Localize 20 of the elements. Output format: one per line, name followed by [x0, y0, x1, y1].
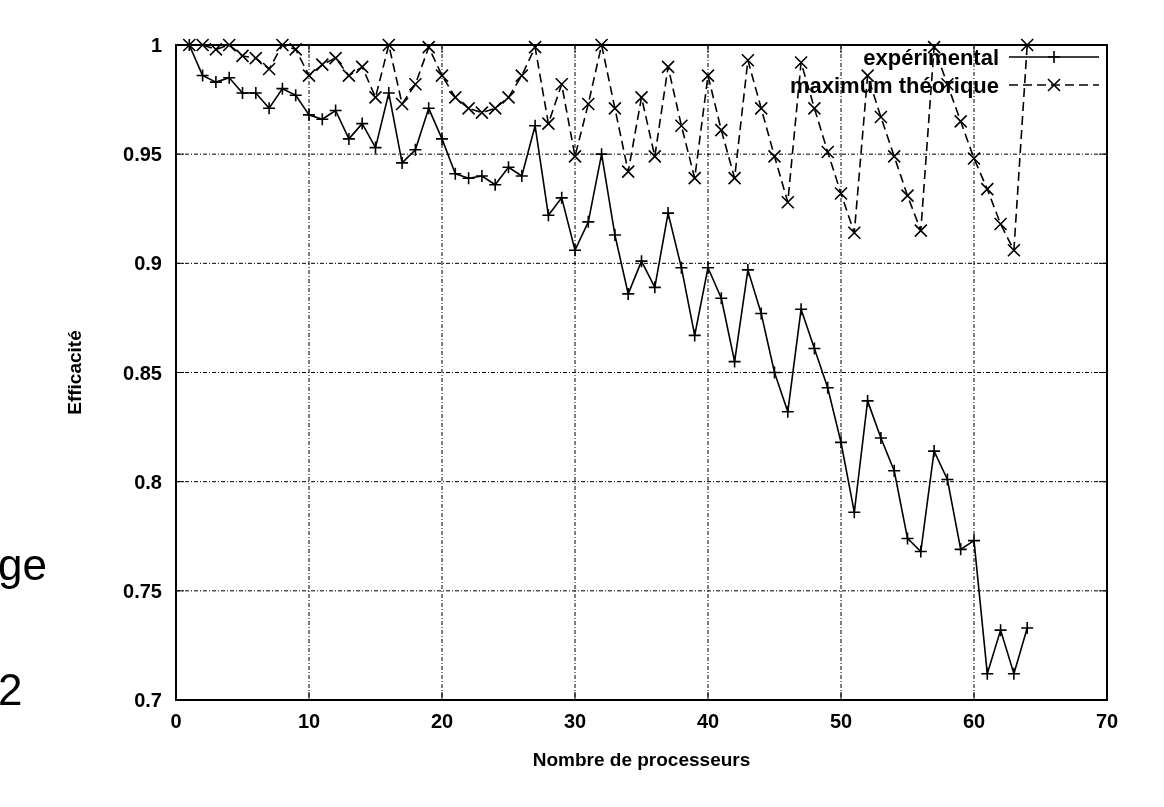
x-tick-label: 50 — [829, 710, 853, 732]
legend-label: expérimental — [863, 44, 999, 70]
y-tick-label: 1 — [150, 34, 162, 56]
x-tick-label: 30 — [563, 710, 587, 732]
y-tick-label: 0.7 — [134, 689, 162, 711]
x-tick-label: 60 — [962, 710, 986, 732]
x-axis-title: Nombre de processeurs — [532, 749, 751, 770]
text: ge — [0, 540, 47, 589]
y-tick-label: 0.8 — [134, 470, 162, 493]
y-tick-label: 0.75 — [123, 579, 162, 602]
x-tick-label: 40 — [696, 710, 720, 732]
y-axis-title: Efficacité — [64, 330, 85, 415]
x-tick-label: 0 — [170, 710, 182, 732]
y-tick-label: 0.95 — [123, 143, 162, 166]
text: 2 — [0, 665, 23, 714]
x-tick-label: 10 — [297, 710, 321, 732]
y-tick-label: 0.85 — [123, 361, 162, 384]
y-tick-label: 0.9 — [134, 252, 162, 275]
x-tick-label: 70 — [1095, 710, 1119, 732]
x-tick-label: 20 — [430, 710, 454, 732]
